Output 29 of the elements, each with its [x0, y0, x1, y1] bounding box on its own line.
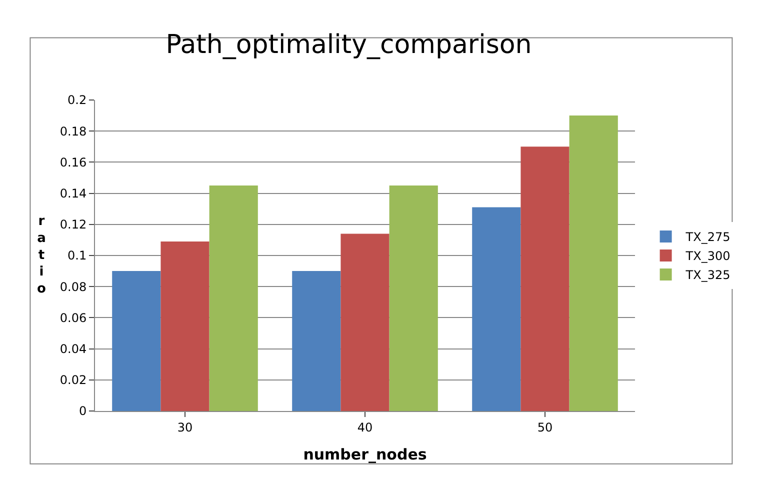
chart-title: Path_optimality_comparison — [166, 30, 532, 60]
x-tick-label: 30 — [177, 420, 193, 434]
y-tick-label: 0.18 — [60, 124, 87, 138]
x-tick-label: 50 — [537, 420, 553, 434]
y-tick-label: 0.06 — [60, 310, 87, 325]
y-tick-label: 0.12 — [60, 218, 87, 232]
y-tick-label: 0.02 — [60, 373, 87, 388]
legend-label: TX_275 — [684, 230, 730, 244]
bar — [112, 271, 161, 411]
bar — [209, 186, 258, 411]
y-tick-label: 0.14 — [60, 186, 87, 200]
bar — [292, 271, 341, 411]
x-tick-label: 40 — [357, 420, 373, 434]
bar — [472, 207, 521, 411]
y-tick-label: 0 — [78, 404, 87, 418]
bar — [389, 186, 438, 411]
y-tick-label: 0.08 — [60, 280, 87, 294]
y-axis-title: ratio — [37, 214, 46, 297]
bar — [160, 242, 210, 411]
y-tick-label: 0.04 — [60, 342, 87, 356]
y-tick-label: 0.16 — [60, 155, 87, 170]
legend-label: TX_300 — [684, 249, 730, 264]
x-axis-title: number_nodes — [303, 445, 427, 464]
bar — [340, 234, 390, 411]
y-tick-label: 0.1 — [68, 248, 87, 263]
bar — [520, 146, 570, 411]
bar — [569, 116, 618, 411]
legend-label: TX_325 — [684, 268, 730, 282]
y-tick-label: 0.2 — [68, 93, 87, 108]
